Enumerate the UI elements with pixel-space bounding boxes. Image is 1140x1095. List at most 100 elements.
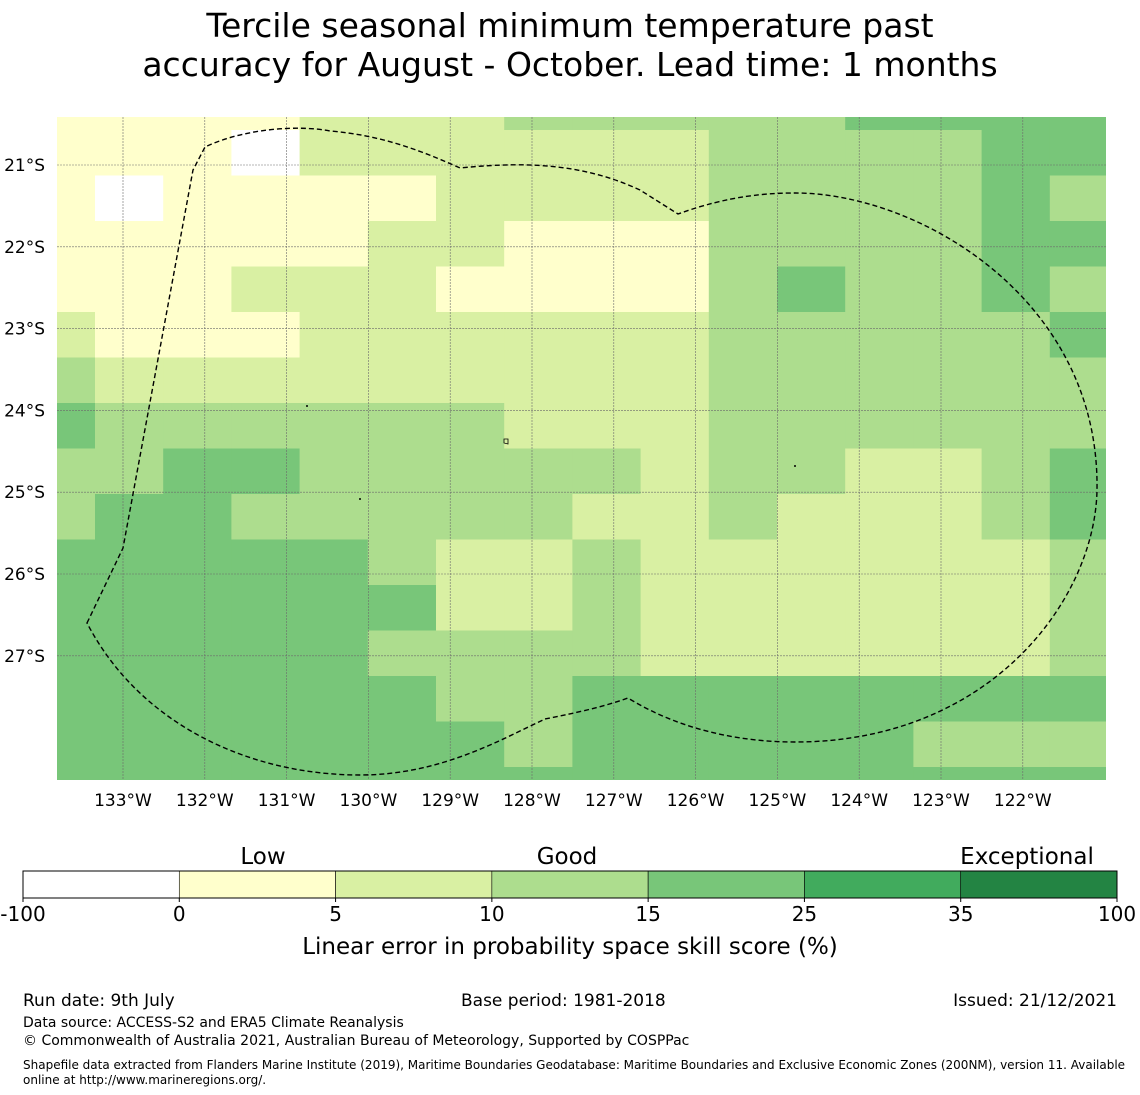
- grid-cell: [367, 721, 437, 768]
- grid-cell: [367, 130, 437, 177]
- longitude-label: 132°W: [176, 791, 234, 811]
- grid-cell: [913, 403, 983, 450]
- longitude-label: 122°W: [994, 791, 1052, 811]
- grid-cell: [57, 117, 96, 131]
- grid-cell: [367, 630, 437, 677]
- latitude-label: 22°S: [4, 238, 45, 258]
- grid-cell: [504, 403, 573, 450]
- grid-cell: [163, 448, 232, 495]
- grid-cell: [777, 130, 846, 177]
- latitude-label: 23°S: [4, 320, 45, 340]
- grid-cell: [913, 221, 983, 268]
- grid-cell: [95, 676, 164, 723]
- latitude-label: 27°S: [4, 647, 45, 667]
- grid-cell: [367, 403, 437, 450]
- grid-cell: [163, 676, 232, 723]
- grid-cell: [640, 130, 710, 177]
- longitude-label: 130°W: [340, 791, 398, 811]
- map-title: Tercile seasonal minimum temperature pas…: [0, 6, 1140, 84]
- grid-cell: [982, 904, 1051, 950]
- issued-date: Issued: 21/12/2021: [953, 991, 1117, 1011]
- grid-cell: [981, 403, 1051, 450]
- grid-cell: [981, 357, 1051, 404]
- grid-cell: [845, 904, 914, 950]
- grid-cell: [640, 266, 710, 313]
- grid-cell: [231, 175, 301, 222]
- grid-cell: [572, 117, 642, 131]
- grid-cell: [777, 767, 846, 780]
- grid-cell: [845, 539, 914, 586]
- base-period: Base period: 1981-2018: [461, 991, 666, 1011]
- grid-cell: [640, 403, 710, 450]
- grid-cell: [913, 266, 983, 313]
- grid-cell: [845, 312, 914, 359]
- grid-cell: [777, 175, 846, 222]
- grid-cell: [436, 448, 505, 495]
- graticule: [57, 117, 1106, 780]
- colorbar-tick-label: 5: [329, 902, 342, 926]
- grid-cell: [572, 494, 642, 541]
- grid-cell: [504, 539, 573, 586]
- longitude-label: 126°W: [667, 791, 725, 811]
- colorbar-tick-labels: -100 0 5 10 15 25 35 100: [0, 898, 1136, 926]
- grid-cell: [981, 117, 1051, 131]
- grid-cell: [845, 721, 914, 768]
- grid-cell: [436, 767, 505, 780]
- grid-cell: [572, 403, 642, 450]
- grid-cell: [981, 494, 1051, 541]
- latitude-labels: 21°S 22°S 23°S 24°S 25°S 26°S 27°S: [4, 156, 45, 667]
- skill-score-grid: [57, 117, 1106, 995]
- grid-cell: [981, 585, 1051, 632]
- grid-cell: [299, 403, 369, 450]
- grid-cell: [163, 585, 232, 632]
- longitude-label: 128°W: [503, 791, 561, 811]
- colorbar-tick-label: 15: [635, 902, 660, 926]
- grid-cell: [708, 676, 778, 723]
- grid-cell: [231, 221, 301, 268]
- grid-cell: [504, 175, 573, 222]
- grid-cell: [367, 312, 437, 359]
- grid-cell: [504, 448, 573, 495]
- grid-cell: [436, 357, 505, 404]
- grid-cell: [845, 630, 914, 677]
- grid-cell: [57, 630, 96, 677]
- grid-cell: [913, 767, 983, 780]
- latitude-label: 24°S: [4, 401, 45, 421]
- grid-cell: [504, 721, 573, 768]
- grid-cell: [95, 312, 164, 359]
- grid-cell: [299, 676, 369, 723]
- grid-cell: [231, 312, 301, 359]
- grid-cell: [95, 539, 164, 586]
- grid-cell: [640, 448, 710, 495]
- grid-cell: [95, 117, 164, 131]
- grid-cell: [777, 630, 846, 677]
- grid-cell: [367, 767, 437, 780]
- grid-cell: [436, 721, 505, 768]
- longitude-label: 125°W: [749, 791, 807, 811]
- grid-cell: [231, 266, 301, 313]
- grid-cell: [367, 221, 437, 268]
- grid-cell: [913, 949, 982, 995]
- grid-cell: [845, 266, 914, 313]
- grid-cell: [572, 767, 642, 780]
- grid-cell: [572, 221, 642, 268]
- grid-cell: [57, 949, 96, 995]
- colorbar-segment: [335, 870, 493, 899]
- colorbar-label: Linear error in probability space skill …: [302, 934, 838, 960]
- grid-cell: [163, 130, 232, 177]
- grid-cell: [299, 585, 369, 632]
- grid-cell: [368, 813, 437, 859]
- grid-cell: [57, 403, 96, 450]
- colorbar-tick-label: -100: [0, 902, 45, 926]
- grid-cell: [504, 357, 573, 404]
- grid-cell: [163, 117, 232, 131]
- grid-cell: [981, 448, 1051, 495]
- grid-cell: [57, 357, 96, 404]
- longitude-labels: 133°W 132°W 131°W 130°W 129°W 128°W 127°W 126°W…: [94, 791, 1052, 811]
- grid-cell: [231, 403, 301, 450]
- grid-cell: [504, 312, 573, 359]
- grid-cell: [845, 117, 914, 131]
- grid-cell: [572, 266, 642, 313]
- grid-cell: [299, 221, 369, 268]
- island-outline: [503, 438, 509, 445]
